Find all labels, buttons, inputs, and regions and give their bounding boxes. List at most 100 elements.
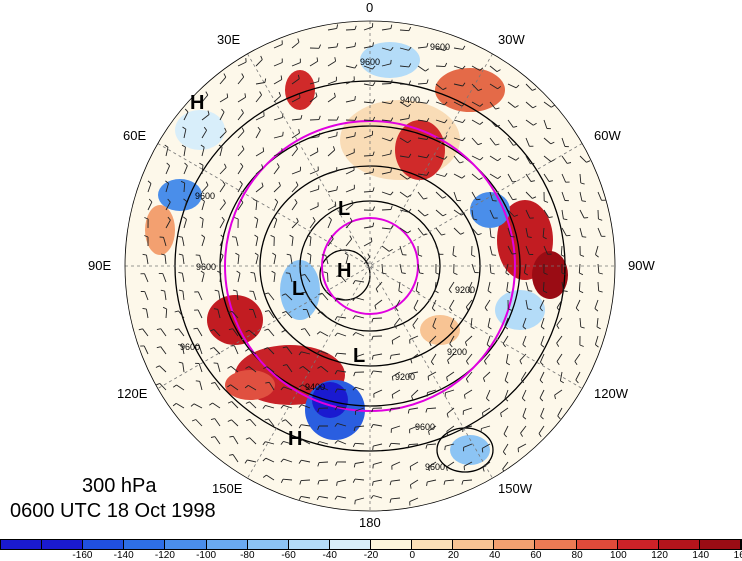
- wind-barb: [381, 171, 391, 175]
- wind-barb: [453, 137, 463, 142]
- wind-barb: [183, 129, 187, 139]
- wind-barb-flag: [372, 187, 375, 192]
- wind-barb: [453, 101, 463, 107]
- wind-barb-flag: [408, 63, 412, 68]
- wind-barb: [489, 227, 492, 237]
- wind-barb-flag: [352, 478, 356, 483]
- wind-barb: [285, 311, 293, 319]
- wind-barb: [273, 116, 283, 121]
- wind-barb: [373, 495, 383, 499]
- wind-barb: [267, 328, 275, 337]
- wind-barb: [337, 440, 347, 445]
- wind-barb-flag: [223, 73, 227, 78]
- wind-barb: [502, 335, 509, 344]
- wind-barb: [273, 255, 277, 265]
- wind-barb-flag: [300, 114, 303, 120]
- wind-barb: [327, 272, 329, 283]
- wind-barb-flag: [229, 435, 234, 438]
- wind-barb: [255, 94, 262, 103]
- wind-barb-flag: [142, 253, 147, 256]
- wind-barb-flag: [354, 500, 356, 505]
- wind-barb: [201, 94, 209, 103]
- wind-barb: [391, 479, 401, 482]
- wind-barb: [542, 281, 545, 292]
- wind-barb: [435, 119, 445, 124]
- wind-barb-flag: [408, 153, 412, 158]
- wind-barb-flag: [138, 328, 143, 331]
- wind-barb: [372, 317, 383, 319]
- wind-barb-flag: [203, 126, 207, 131]
- wind-barb: [554, 389, 563, 396]
- wind-barb-flag: [178, 235, 183, 238]
- wind-barb: [183, 201, 188, 211]
- wind-barb: [355, 353, 365, 358]
- wind-barb: [465, 335, 473, 343]
- wind-barb: [321, 311, 329, 319]
- wind-barb-flag: [465, 378, 469, 383]
- wind-barb-flag: [450, 325, 454, 330]
- wind-barb: [415, 281, 419, 291]
- wind-barb-flag: [408, 114, 411, 119]
- wind-barb-flag: [156, 328, 161, 331]
- wind-barb-flag: [270, 234, 275, 238]
- high-center: H: [337, 260, 352, 282]
- wind-barb-flag: [390, 117, 394, 122]
- wind-barb-flag: [250, 271, 255, 274]
- wind-barb: [471, 83, 479, 91]
- high-center: H: [288, 428, 303, 450]
- wind-barb-flag: [180, 180, 185, 184]
- wind-barb-flag: [210, 382, 216, 384]
- wind-barb: [309, 237, 312, 247]
- wind-barb: [255, 219, 259, 229]
- wind-barb: [147, 183, 152, 193]
- wind-barb: [471, 119, 481, 125]
- wind-barb-flag: [280, 386, 284, 391]
- wind-barb: [355, 497, 365, 501]
- wind-barb-flag: [463, 394, 466, 399]
- colorbar-tick-label: 140: [692, 550, 710, 561]
- wind-barb: [525, 245, 530, 255]
- wind-barb: [193, 403, 203, 409]
- colorbar-tick-label: -60: [281, 550, 296, 561]
- wind-barb-flag: [390, 47, 394, 51]
- wind-barb: [201, 165, 204, 175]
- wind-barb: [471, 191, 477, 201]
- contour-label: 9400: [400, 95, 420, 105]
- wind-barb: [453, 191, 458, 201]
- wind-barb-flag: [508, 308, 513, 311]
- wind-barb: [391, 335, 401, 341]
- wind-barb-flag: [213, 308, 218, 310]
- wind-barb-flag: [335, 461, 338, 466]
- wind-barb-flag: [272, 252, 276, 256]
- wind-barb: [435, 47, 445, 52]
- wind-barb: [219, 272, 222, 283]
- wind-barb: [481, 425, 491, 429]
- wind-barb-flag: [281, 419, 286, 422]
- wind-barb: [489, 83, 498, 90]
- wind-barb: [363, 190, 374, 193]
- wind-barb: [212, 402, 221, 409]
- wind-barb: [235, 237, 239, 247]
- wind-barb-flag: [442, 87, 447, 91]
- wind-barb: [481, 443, 491, 449]
- wind-barb: [273, 201, 279, 211]
- wind-barb-flag: [280, 458, 284, 463]
- wind-barb: [181, 237, 185, 247]
- wind-barb: [556, 299, 563, 308]
- wind-barb-flag: [548, 180, 553, 182]
- wind-barb-flag: [560, 380, 565, 384]
- wind-barb: [525, 299, 529, 309]
- wind-barb-flag: [161, 253, 166, 256]
- wind-barb: [471, 263, 476, 273]
- wind-barb-flag: [390, 79, 393, 84]
- wind-barb-flag: [299, 480, 302, 485]
- wind-barb: [507, 227, 512, 237]
- wind-barb: [321, 292, 329, 301]
- wind-barb: [309, 220, 316, 229]
- wind-barb-flag: [295, 181, 299, 186]
- wind-barb: [381, 28, 391, 31]
- wind-barb: [470, 317, 473, 327]
- wind-barb-flag: [289, 234, 294, 238]
- wind-barb: [502, 461, 509, 470]
- wind-barb: [266, 474, 275, 481]
